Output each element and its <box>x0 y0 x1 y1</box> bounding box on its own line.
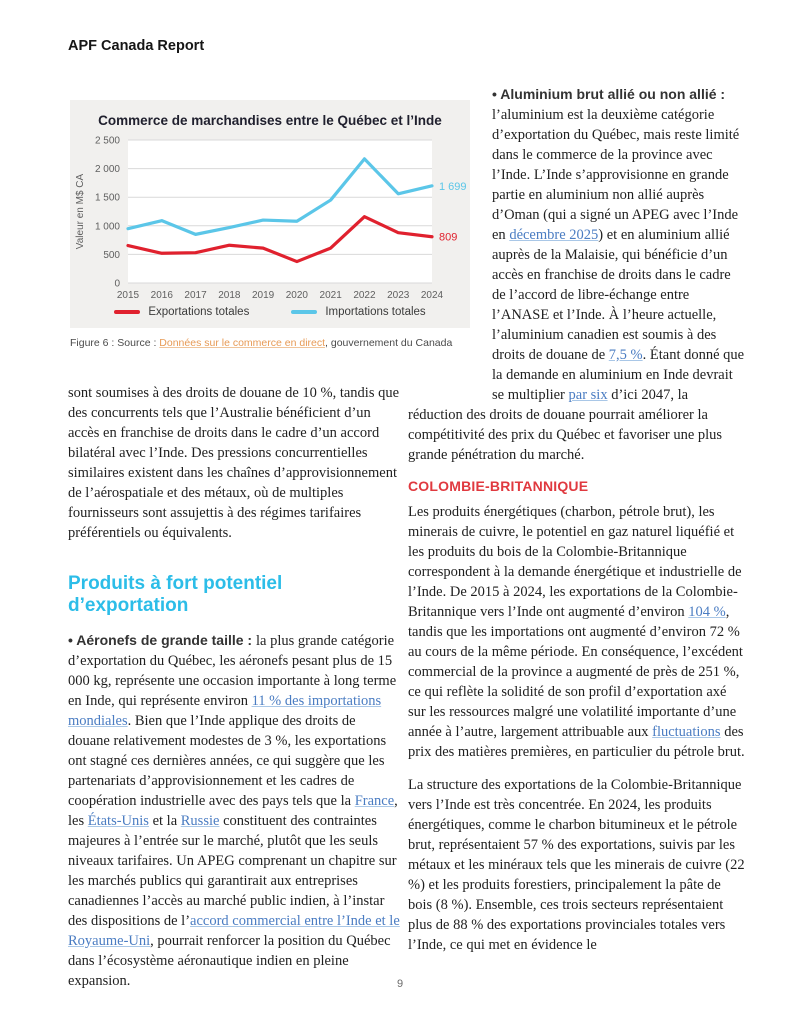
text-run: des prix des matières premières, en part… <box>408 724 745 760</box>
text-run: Les produits énergétiques (charbon, pétr… <box>408 504 742 620</box>
aeronefs-paragraph: • Aéronefs de grande taille : la plus gr… <box>68 631 400 991</box>
svg-text:1 000: 1 000 <box>95 221 120 232</box>
text-run: La structure des exportations de la Colo… <box>408 777 745 953</box>
text-link[interactable]: par six <box>568 387 608 403</box>
text-run: , tandis que les importations ont augmen… <box>408 604 743 740</box>
legend-label-importations: Importations totales <box>325 306 426 318</box>
legend-label-exportations: Exportations totales <box>148 306 250 318</box>
caption-prefix: Figure 6 : Source : <box>70 337 160 349</box>
text-run: la plus grande catégorie d’exportation d… <box>68 633 397 709</box>
text-run: , pourrait renforcer la position du Québ… <box>68 933 391 989</box>
svg-text:809: 809 <box>439 232 457 244</box>
svg-text:0: 0 <box>114 279 120 290</box>
figure-chart: Commerce de marchandises entre le Québec… <box>70 100 470 349</box>
right-column: • Aluminium brut allié ou non allié : l’… <box>408 85 746 968</box>
bc-structure-paragraph: La structure des exportations de la Colo… <box>408 775 746 955</box>
report-header-title: APF Canada Report <box>68 38 205 54</box>
text-run: constituent des contraintes majeures à l… <box>68 813 397 929</box>
text-link[interactable]: États-Unis <box>87 813 149 829</box>
svg-text:2 500: 2 500 <box>95 136 120 147</box>
text-link[interactable]: accord commercial entre l’Inde et le Roy… <box>68 913 400 949</box>
svg-text:2024: 2024 <box>421 290 444 301</box>
svg-text:1 500: 1 500 <box>95 193 120 204</box>
svg-text:2020: 2020 <box>286 290 309 301</box>
text-link[interactable]: Russie <box>180 813 220 829</box>
text-run: ) et en aluminium allié auprès de la Mal… <box>492 227 731 363</box>
text-run: , les <box>68 793 398 829</box>
svg-text:500: 500 <box>103 250 120 261</box>
bullet-lead: • Aéronefs de grande taille : <box>68 632 256 648</box>
svg-text:2021: 2021 <box>320 290 343 301</box>
legend-item-exportations: Exportations totales <box>114 306 249 318</box>
aluminium-paragraph: • Aluminium brut allié ou non allié : l’… <box>408 85 746 465</box>
text-link[interactable]: fluctuations <box>652 724 721 740</box>
text-link[interactable]: 104 % <box>688 604 726 620</box>
chart-wrap-spacer <box>408 85 492 387</box>
svg-text:1 699: 1 699 <box>439 181 467 193</box>
svg-text:2023: 2023 <box>387 290 410 301</box>
svg-text:2017: 2017 <box>184 290 207 301</box>
text-link[interactable]: France <box>354 793 395 809</box>
text-link[interactable]: décembre 2025 <box>509 227 599 243</box>
text-link[interactable]: 11 % des importations mondiales <box>68 693 382 729</box>
text-link[interactable]: 7,5 % <box>608 347 643 363</box>
legend-swatch-exportations <box>114 310 141 314</box>
bc-overview-paragraph: Les produits énergétiques (charbon, pétr… <box>408 502 746 762</box>
legend-item-importations: Importations totales <box>291 306 426 318</box>
text-run: d’ici 2047, la réduction des droits de d… <box>408 387 723 463</box>
caption-source-link[interactable]: Données sur le commerce en direct <box>159 337 326 349</box>
trade-chart-svg: 0 500 1 000 1 500 2 000 2 500 Valeur en M$ CA 2… <box>75 136 467 302</box>
text-run: sont soumises à des droits de douane de … <box>68 385 400 541</box>
svg-text:2015: 2015 <box>117 290 140 301</box>
chart-title: Commerce de marchandises entre le Québec… <box>98 113 442 128</box>
chart-panel: Commerce de marchandises entre le Québec… <box>70 100 470 328</box>
left-column: sont soumises à des droits de douane de … <box>68 383 400 1004</box>
text-run: . Bien que l’Inde applique des droits de… <box>68 713 387 809</box>
text-run: l’aluminium est la deuxième catégorie d’… <box>492 107 740 243</box>
page-number: 9 <box>396 978 404 990</box>
legend-swatch-importations <box>291 310 318 314</box>
svg-text:2019: 2019 <box>252 290 275 301</box>
continuation-paragraph: sont soumises à des droits de douane de … <box>68 383 400 543</box>
svg-text:2022: 2022 <box>353 290 376 301</box>
svg-text:2018: 2018 <box>218 290 241 301</box>
svg-text:2 000: 2 000 <box>95 164 120 175</box>
chart-legend: Exportations totales Importations totale… <box>70 306 470 318</box>
figure-caption: Figure 6 : Source : Données sur le comme… <box>70 337 470 349</box>
text-run: et la <box>148 813 181 829</box>
svg-text:2016: 2016 <box>151 290 174 301</box>
text-run: . Étant donné que la demande en aluminiu… <box>492 347 745 403</box>
section-heading-products: Produits à fort potentiel d’exportation <box>68 573 283 616</box>
caption-suffix: , gouvernement du Canada <box>325 337 453 349</box>
subsection-heading-colombie: COLOMBIE-BRITANNIQUE <box>408 478 589 494</box>
bullet-lead: • Aluminium brut allié ou non allié : <box>492 86 726 102</box>
svg-text:Valeur en M$ CA: Valeur en M$ CA <box>75 173 86 249</box>
